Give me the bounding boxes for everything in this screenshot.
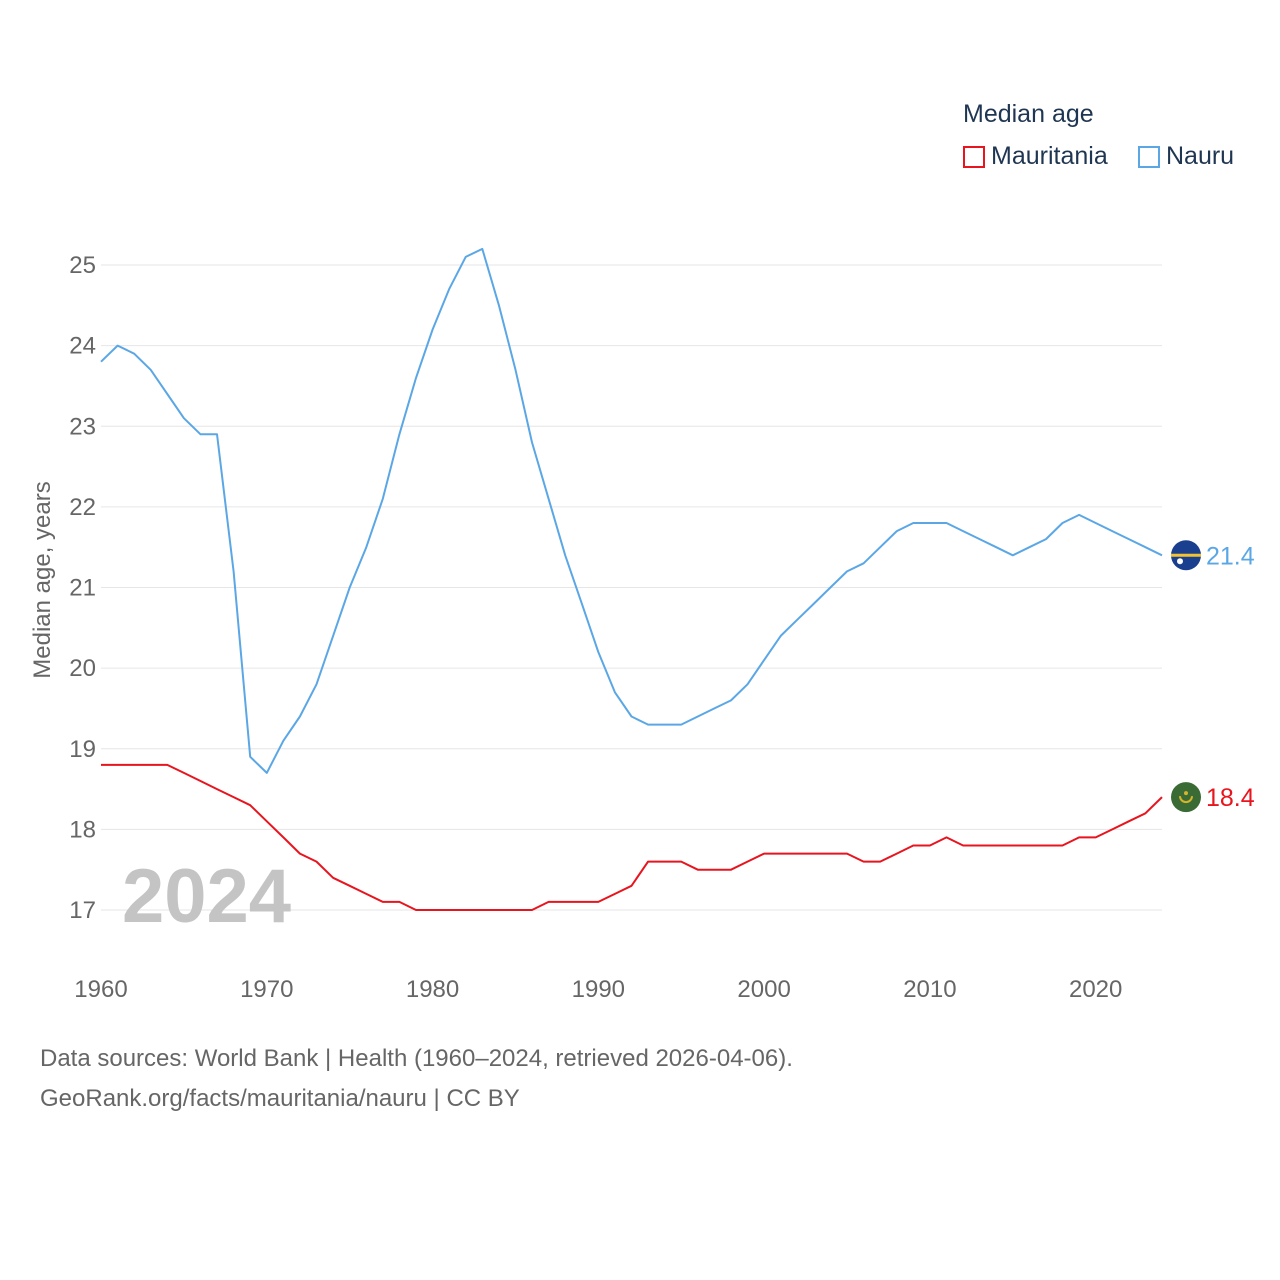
flag-crescent bbox=[1179, 795, 1193, 804]
x-tick-label: 2020 bbox=[1069, 976, 1122, 1003]
y-tick-label: 24 bbox=[69, 333, 96, 360]
flag-star bbox=[1184, 791, 1188, 796]
x-tick-label: 1970 bbox=[240, 976, 293, 1003]
x-tick-label: 1980 bbox=[406, 976, 459, 1003]
source-line: Data sources: World Bank | Health (1960–… bbox=[40, 1045, 793, 1072]
legend-item-mauritania[interactable]: Mauritania bbox=[963, 142, 1108, 171]
year-watermark: 2024 bbox=[122, 854, 291, 939]
legend-swatch-mauritania bbox=[963, 145, 985, 168]
flag-icon-mauritania bbox=[1171, 782, 1201, 813]
y-tick-label: 17 bbox=[69, 897, 96, 924]
y-tick-label: 22 bbox=[69, 494, 96, 521]
attribution-line: GeoRank.org/facts/mauritania/nauru | CC … bbox=[40, 1085, 520, 1112]
x-axis-ticks: 1960 1970 1980 1990 2000 2010 2020 bbox=[74, 976, 1122, 1003]
gridlines bbox=[101, 264, 1162, 911]
y-tick-label: 23 bbox=[69, 413, 96, 440]
end-value-label-nauru: 21.4 bbox=[1206, 542, 1255, 570]
series-lines bbox=[100, 247, 1163, 911]
y-tick-label: 18 bbox=[69, 816, 96, 843]
y-tick-label: 25 bbox=[69, 252, 96, 279]
legend-title: Median age bbox=[963, 100, 1094, 128]
x-tick-label: 2010 bbox=[903, 976, 956, 1003]
y-axis-ticks: 17 18 19 20 21 22 23 24 25 bbox=[69, 252, 96, 924]
x-tick-label: 1990 bbox=[572, 976, 625, 1003]
x-tick-label: 2000 bbox=[737, 976, 790, 1003]
y-tick-label: 19 bbox=[69, 736, 96, 763]
y-tick-label: 20 bbox=[69, 655, 96, 682]
y-axis-label: Median age, years bbox=[29, 481, 56, 678]
flag-stripe bbox=[1171, 553, 1201, 557]
legend-item-nauru[interactable]: Nauru bbox=[1138, 142, 1234, 171]
y-tick-label: 21 bbox=[69, 575, 96, 602]
legend-label-mauritania: Mauritania bbox=[991, 142, 1108, 170]
legend-swatch-nauru bbox=[1138, 145, 1160, 168]
legend-label-nauru: Nauru bbox=[1166, 142, 1235, 170]
x-tick-label: 1960 bbox=[74, 976, 127, 1003]
end-value-label-mauritania: 18.4 bbox=[1206, 784, 1255, 812]
flag-star bbox=[1177, 558, 1183, 565]
series-line-nauru[interactable] bbox=[100, 247, 1163, 774]
series-line-mauritania[interactable] bbox=[101, 763, 1163, 911]
end-markers: 18.4 21.4 bbox=[1171, 540, 1255, 813]
